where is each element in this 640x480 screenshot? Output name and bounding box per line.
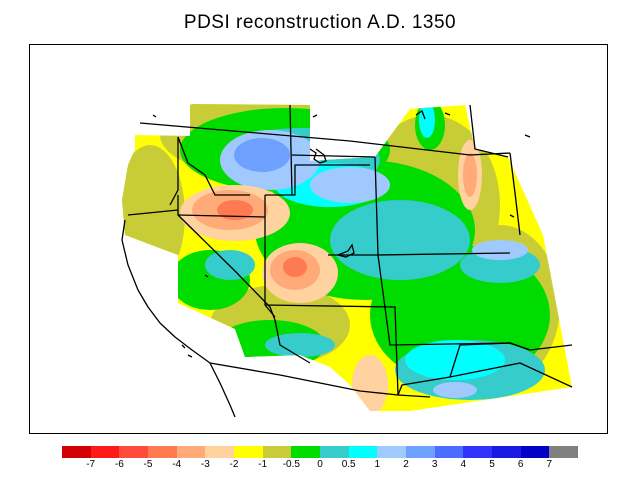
colorbar-swatch [119, 446, 149, 458]
colorbar-tick-label: -4 [172, 459, 182, 470]
colorbar-swatch [434, 446, 464, 458]
lakes [152, 110, 531, 358]
colorbar-tick-label: -5 [143, 459, 153, 470]
colorbar-tick-label: 7 [546, 459, 553, 470]
colorbar-tick-label: 0 [317, 459, 323, 470]
colorbar-tick-label: -7 [86, 459, 96, 470]
map-title: PDSI reconstruction A.D. 1350 [183, 12, 457, 33]
colorbar-tick-label: 3 [431, 459, 438, 470]
colorbar-swatch [62, 446, 92, 458]
map-frame [29, 44, 608, 434]
colorbar-tick-label: 5 [489, 459, 495, 470]
colorbar-swatch [176, 446, 206, 458]
colorbar-tick-label: -6 [114, 459, 124, 470]
colorbar-swatch [406, 446, 436, 458]
colorbar-tick-label: 0.5 [341, 459, 356, 470]
colorbar-tick-label: -1 [258, 459, 268, 470]
colorbar-swatch [463, 446, 493, 458]
colorbar-tick-label: 1 [374, 459, 381, 470]
colorbar-swatch [377, 446, 407, 458]
colorbar-tick-label: 6 [517, 459, 524, 470]
colorbar-swatch [492, 446, 522, 458]
colorbar [62, 446, 579, 459]
colorbar-swatch [291, 446, 321, 458]
colorbar-tick-label: -3 [200, 459, 210, 470]
colorbar-tick-label: -0.5 [282, 459, 300, 470]
colorbar-swatch [148, 446, 178, 458]
colorbar-swatch [234, 446, 264, 458]
colorbar-swatch [262, 446, 292, 458]
colorbar-swatch [320, 446, 350, 458]
colorbar-tick-label: 4 [460, 459, 467, 470]
political-boundaries [121, 104, 573, 418]
pdsi-map [121, 104, 573, 418]
pdsi-field [122, 104, 572, 411]
colorbar-swatch [205, 446, 235, 458]
colorbar-swatch [348, 446, 378, 458]
colorbar-tick-label: 2 [403, 459, 409, 470]
colorbar-swatch [549, 446, 579, 458]
colorbar-swatch [520, 446, 550, 458]
colorbar-tick-label: -2 [229, 459, 239, 470]
colorbar-swatch [90, 446, 120, 458]
